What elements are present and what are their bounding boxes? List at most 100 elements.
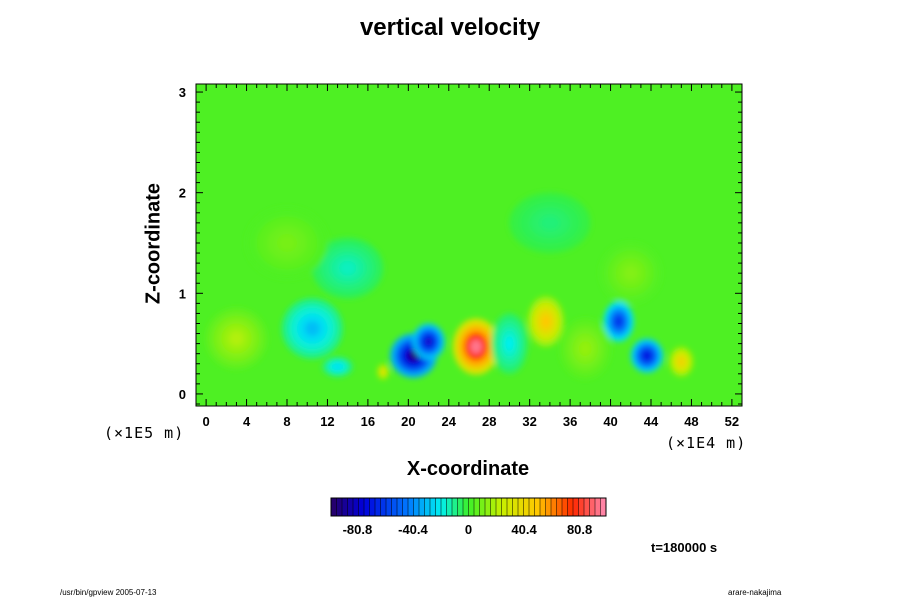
- colorbar-cell: [573, 498, 579, 516]
- colorbar-cell: [364, 498, 370, 516]
- field-feature: [491, 313, 528, 374]
- colorbar-cell: [413, 498, 420, 516]
- x-tick-label: 8: [283, 414, 290, 429]
- colorbar-cell: [496, 498, 502, 516]
- colorbar-cell: [408, 498, 414, 516]
- y-axis-label: Z-coordinate: [142, 182, 165, 305]
- x-axis-label: X-coordinate: [406, 458, 530, 480]
- x-tick-label: 48: [684, 414, 698, 429]
- colorbar-cell: [540, 498, 546, 516]
- colorbar-cell: [358, 498, 365, 516]
- colorbar-cell: [474, 498, 480, 516]
- colorbar-cell: [435, 498, 442, 516]
- colorbar-cell: [446, 498, 453, 516]
- y-tick-label: 2: [179, 186, 186, 201]
- colorbar-cell: [523, 498, 530, 516]
- field-feature: [322, 356, 353, 377]
- colorbar-cell: [380, 498, 387, 516]
- x-tick-label: 4: [243, 414, 251, 429]
- colorbar-frame: [330, 497, 607, 517]
- y-tick-label: 3: [179, 85, 186, 100]
- x-tick-label: 32: [522, 414, 536, 429]
- colorbar-cell: [578, 498, 585, 516]
- colorbar-cell: [534, 498, 541, 516]
- colorbar-cell: [402, 498, 409, 516]
- x-tick-label: 20: [401, 414, 415, 429]
- colorbar-cell: [353, 498, 359, 516]
- field-feature: [509, 192, 591, 254]
- colorbar-cell: [556, 498, 563, 516]
- colorbar-cell: [457, 498, 464, 516]
- colorbar: -80.8 -40.4 0 40.4 80.8: [330, 497, 607, 537]
- colorbar-cell: [562, 498, 568, 516]
- feature-contour: [276, 234, 298, 252]
- colorbar-cell: [595, 498, 601, 516]
- x-tick-label: 24: [442, 414, 457, 429]
- y-tick-label: 1: [179, 286, 186, 301]
- x-tick-label: 0: [202, 414, 209, 429]
- x-scale-label: (×1E4 m): [666, 434, 747, 452]
- colorbar-cell: [336, 498, 343, 516]
- chart-title: vertical velocity: [359, 14, 541, 41]
- footer-left: /usr/bin/gpview 2005-07-13: [60, 588, 157, 597]
- feature-contour: [504, 336, 514, 352]
- field-feature: [412, 323, 445, 360]
- feature-contour: [424, 337, 433, 347]
- field-feature: [376, 363, 390, 380]
- field-feature: [206, 308, 267, 369]
- colorbar-tick-label: 40.4: [511, 522, 537, 537]
- feature-contour: [678, 357, 685, 366]
- colorbar-cell: [567, 498, 574, 516]
- x-tick-label: 28: [482, 414, 496, 429]
- velocity-field: [196, 84, 742, 406]
- colorbar-cell: [386, 498, 392, 516]
- colorbar-tick-label: -80.8: [343, 522, 373, 537]
- colorbar-cell: [600, 498, 607, 516]
- colorbar-tick-label: -40.4: [398, 522, 428, 537]
- field-feature: [246, 207, 328, 279]
- colorbar-cell: [490, 498, 497, 516]
- field-feature: [281, 298, 343, 359]
- field-feature: [560, 318, 611, 379]
- colorbar-cell: [441, 498, 447, 516]
- colorbar-cell: [501, 498, 508, 516]
- x-tick-label: 40: [603, 414, 617, 429]
- colorbar-cell: [369, 498, 376, 516]
- time-label: t=180000 s: [651, 540, 718, 555]
- y-axis: 0 1 2 3: [179, 85, 742, 405]
- colorbar-tick-label: 0: [465, 522, 472, 537]
- colorbar-cell: [424, 498, 431, 516]
- footer-right: arare-nakajima: [728, 588, 782, 597]
- colorbar-cell: [589, 498, 596, 516]
- colorbar-cell: [347, 498, 354, 516]
- colorbar-cell: [331, 498, 337, 516]
- y-scale-label: (×1E5 m): [104, 424, 185, 442]
- feature-contour: [470, 339, 482, 354]
- feature-contour: [578, 341, 592, 357]
- colorbar-cell: [468, 498, 475, 516]
- field-feature: [603, 301, 634, 342]
- field-feature: [312, 237, 384, 299]
- colorbar-cell: [479, 498, 486, 516]
- feature-contour: [333, 364, 342, 370]
- colorbar-cell: [584, 498, 590, 516]
- x-tick-label: 44: [644, 414, 659, 429]
- colorbar-cell: [507, 498, 513, 516]
- x-tick-label: 52: [725, 414, 739, 429]
- colorbar-cell: [397, 498, 403, 516]
- colorbar-cell: [430, 498, 436, 516]
- colorbar-cell: [342, 498, 348, 516]
- field-feature: [452, 318, 500, 375]
- feature-contour: [539, 215, 561, 231]
- field-feature: [630, 338, 664, 373]
- field-feature: [669, 346, 694, 377]
- feature-contour: [642, 351, 651, 360]
- colorbar-cell: [485, 498, 491, 516]
- feature-contour: [338, 260, 357, 276]
- colorbar-cell: [463, 498, 469, 516]
- colorbar-cell: [391, 498, 398, 516]
- colorbar-cell: [512, 498, 519, 516]
- feature-contour: [381, 369, 386, 374]
- colorbar-cell: [545, 498, 552, 516]
